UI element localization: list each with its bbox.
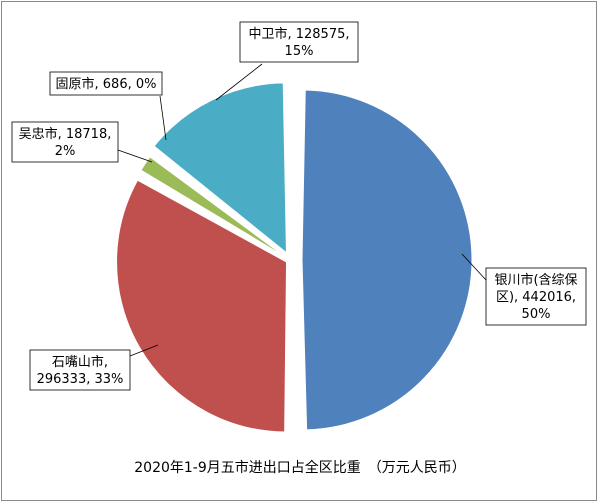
slice-label-text: 2% <box>55 144 76 159</box>
leader-line-4 <box>159 95 167 141</box>
slice-label-box-2 <box>29 349 131 391</box>
slice-label-box-3 <box>11 121 119 163</box>
slice-label-box-1 <box>485 267 587 326</box>
slice-label-text: 石嘴山市, <box>52 354 108 370</box>
slice-label-text: 中卫市, 128575, <box>248 26 349 42</box>
slice-label-box-4 <box>49 71 163 96</box>
slice-label-text: 296333, 33% <box>37 372 124 387</box>
pie-slice-1 <box>301 89 473 431</box>
pie-slice-2 <box>116 179 288 433</box>
leader-line-3 <box>117 149 153 163</box>
slice-label-text: 吴忠市, 18718, <box>19 126 112 142</box>
leader-line-1 <box>461 253 487 281</box>
pie-slices <box>116 82 473 433</box>
slice-label-text: 50% <box>522 307 551 322</box>
pie-slice-3 <box>140 156 287 259</box>
pie-slice-5 <box>153 82 287 254</box>
slice-label-text: 固原市, 686, 0% <box>56 76 157 92</box>
slice-label-text: 区), 442016, <box>496 290 576 305</box>
leader-line-5 <box>215 63 263 101</box>
leader-lines <box>117 63 487 357</box>
leader-line-2 <box>129 344 159 357</box>
slice-label-text: 银川市(含综保 <box>494 272 577 288</box>
slice-label-text: 15% <box>285 44 314 59</box>
chart-title: 2020年1-9月五市进出口占全区比重 （万元人民币） <box>134 459 466 476</box>
slice-label-box-5 <box>239 21 359 63</box>
